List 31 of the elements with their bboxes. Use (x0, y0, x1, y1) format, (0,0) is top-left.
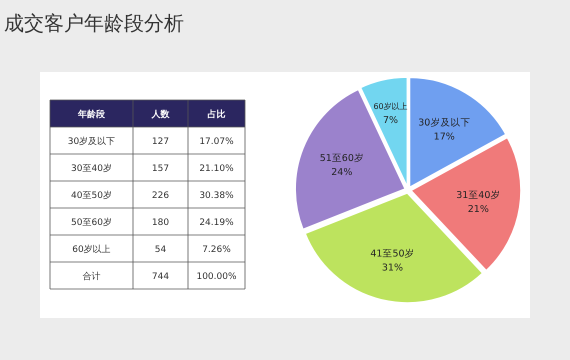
data-label: 157 (152, 164, 170, 174)
category-label: 合计 (82, 271, 100, 282)
data-label: 24.19% (199, 218, 234, 228)
data-label: 17.07% (199, 137, 234, 147)
slice-label: 30岁及以下 (418, 116, 470, 129)
data-label: 7.26% (202, 245, 232, 255)
data-label: 54 (154, 245, 166, 255)
data-label: 226 (152, 191, 170, 201)
slice-label: 31至40岁 (456, 189, 500, 202)
category-label: 40至50岁 (71, 190, 112, 201)
category-label: 30至40岁 (71, 163, 112, 174)
data-label: 21% (468, 204, 489, 216)
data-label: 21.10% (199, 164, 234, 174)
text: 占比 (208, 109, 226, 120)
text: 成交客户年龄段分析 (4, 11, 184, 35)
slice-label: 51至60岁 (320, 152, 364, 164)
category-label: 60岁以上 (72, 244, 111, 255)
data-label: 31% (382, 262, 404, 274)
data-label: 24% (331, 166, 352, 178)
category-label: 50至60岁 (71, 217, 112, 228)
text: 年龄段 (77, 109, 106, 120)
data-label: 100.00% (196, 272, 237, 282)
data-label: 180 (152, 218, 170, 228)
slice-label: 41至50岁 (370, 247, 415, 260)
data-label: 7% (383, 114, 398, 126)
data-label: 30.38% (199, 191, 234, 201)
data-label: 744 (152, 272, 170, 282)
data-label: 17% (434, 132, 455, 143)
text: 人数 (150, 109, 170, 120)
data-label: 127 (152, 137, 170, 147)
category-label: 30岁及以下 (68, 136, 116, 147)
